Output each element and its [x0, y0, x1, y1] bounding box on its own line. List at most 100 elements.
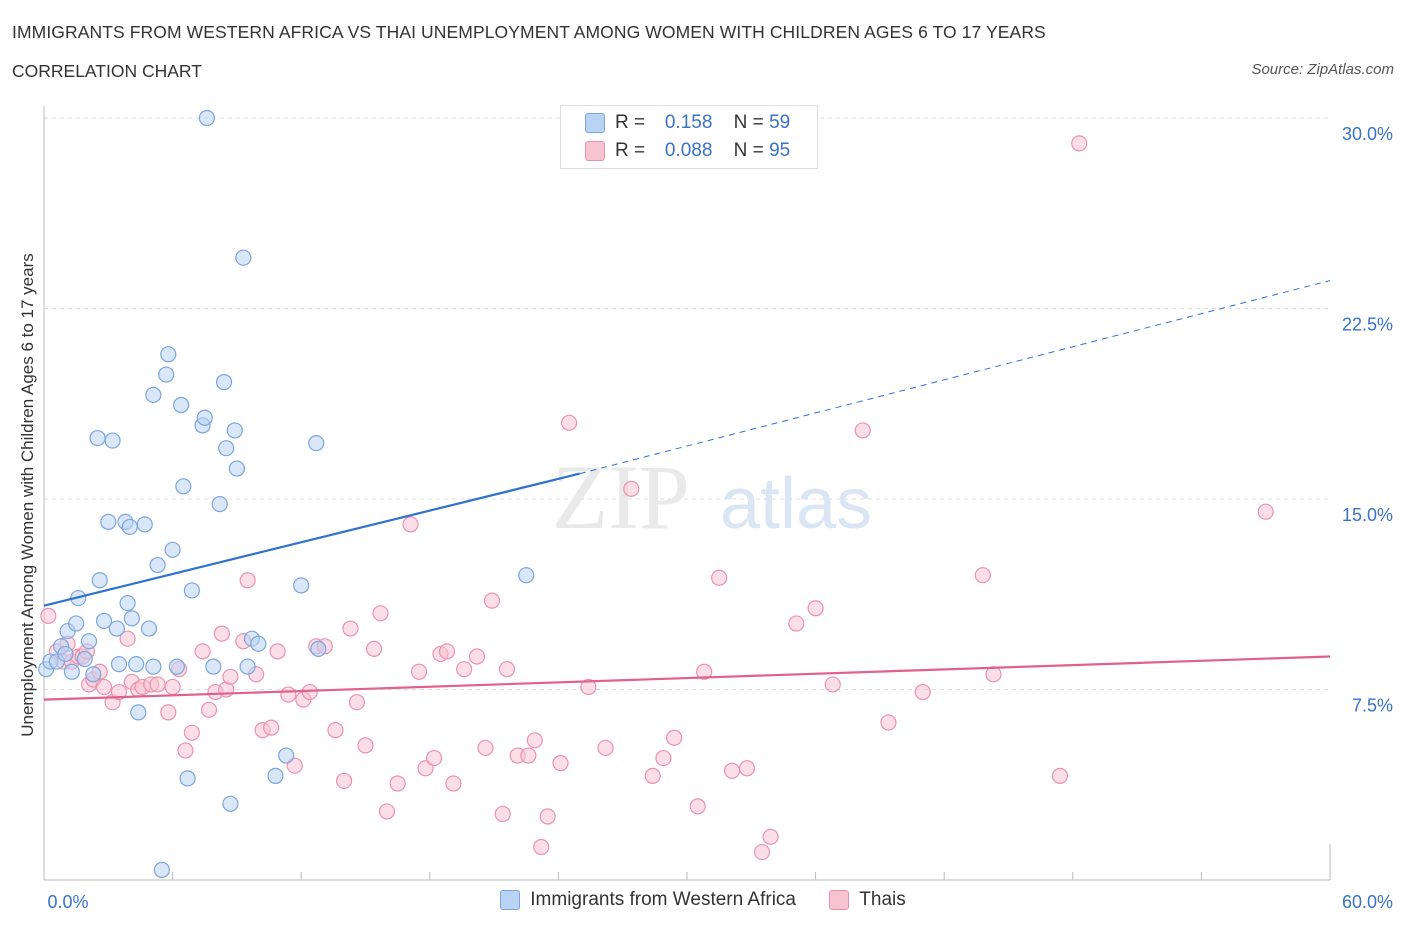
- thais-point-74: [623, 480, 640, 497]
- thais-point-62: [483, 592, 501, 609]
- western-africa-point-31: [158, 366, 175, 383]
- western-africa-point-26: [140, 620, 158, 637]
- western-africa-point-54: [278, 747, 295, 764]
- western-africa-point-40: [196, 409, 213, 426]
- thais-point-55: [425, 749, 443, 767]
- thais-point-26: [200, 701, 218, 718]
- western-africa-point-12: [89, 429, 106, 447]
- thais-point-48: [365, 640, 383, 657]
- y-tick-label-1: 15.0%: [1342, 505, 1393, 525]
- thais-point-28: [213, 625, 230, 642]
- western-africa-point-48: [228, 460, 245, 477]
- grid-layer: [44, 117, 1330, 690]
- trend-lines: [43, 280, 1331, 701]
- thais-point-40: [301, 683, 318, 701]
- western-africa-point-10: [80, 633, 98, 650]
- western-africa-point-32: [160, 346, 177, 363]
- western-africa-point-55: [293, 577, 310, 594]
- thais-point-35: [263, 719, 280, 736]
- western-africa-point-23: [128, 655, 145, 673]
- source-label: Source: ZipAtlas.com: [1251, 61, 1394, 78]
- thais-point-59: [455, 661, 473, 678]
- western-africa-point-17: [108, 620, 125, 637]
- thais-point-24: [183, 724, 200, 741]
- western-africa-point-37: [179, 770, 196, 787]
- y-tick-label-3: 30.0%: [1342, 124, 1393, 144]
- thais-point-47: [357, 737, 374, 754]
- western-africa-point-49: [235, 249, 252, 266]
- legend-r-label: R =: [615, 112, 646, 133]
- western-africa-point-38: [183, 582, 200, 599]
- western-africa-point-28: [149, 556, 166, 574]
- western-africa-point-7: [68, 615, 85, 632]
- western-africa-point-11: [85, 666, 102, 683]
- thais-point-25: [194, 643, 211, 660]
- x-tick-label-min: 0.0%: [47, 892, 88, 912]
- trend-line-thais: [43, 655, 1331, 701]
- thais-point-50: [378, 803, 396, 820]
- legend-item-western-africa: Immigrants from Western Africa: [500, 889, 796, 911]
- thais-point-20: [160, 704, 177, 721]
- western-africa-point-56: [308, 435, 325, 452]
- thais-point-79: [696, 663, 713, 680]
- thais-point-44: [335, 772, 353, 790]
- trend-line-western-africa-extension: [579, 280, 1331, 475]
- western-africa-point-46: [222, 795, 239, 812]
- thais-point-23: [177, 742, 194, 759]
- thais-point-43: [327, 722, 344, 739]
- watermark: ZIP atlas: [552, 446, 872, 548]
- legend-label-thais: Thais: [859, 889, 906, 910]
- legend-r-value-pink: 0.088: [664, 140, 713, 161]
- legend-label-western-africa: Immigrants from Western Africa: [530, 889, 796, 910]
- western-africa-point-25: [136, 516, 153, 533]
- legend-swatch-western-africa: [500, 889, 521, 910]
- thais-point-0: [40, 607, 57, 624]
- thais-point-36: [269, 643, 286, 660]
- legend-swatch-blue: [585, 112, 605, 133]
- thais-point-95: [1257, 503, 1274, 520]
- legend-n-value-blue: 59: [769, 112, 791, 133]
- series-legend: Immigrants from Western Africa Thais: [0, 889, 1406, 911]
- thais-point-87: [824, 676, 841, 693]
- watermark-atlas: atlas: [720, 464, 872, 544]
- thais-point-72: [580, 678, 597, 696]
- thais-point-51: [389, 775, 406, 792]
- thais-point-81: [723, 762, 741, 779]
- western-africa-point-34: [168, 658, 185, 675]
- legend-n-label: N =: [733, 112, 764, 133]
- thais-point-71: [561, 414, 578, 431]
- thais-point-14: [119, 630, 136, 647]
- western-africa-point-4: [57, 645, 74, 663]
- western-africa-point-29: [145, 386, 162, 403]
- thais-point-83: [753, 843, 771, 861]
- legend-swatch-pink: [585, 140, 605, 161]
- thais-point-89: [880, 714, 897, 731]
- thais-point-68: [533, 838, 550, 856]
- western-africa-point-16: [104, 432, 121, 449]
- thais-point-63: [494, 805, 511, 823]
- legend-n-value-pink: 95: [769, 140, 791, 161]
- trend-line-western-africa: [43, 472, 581, 607]
- thais-point-85: [788, 615, 805, 632]
- western-africa-point-27: [145, 658, 162, 675]
- western-africa-point-52: [250, 635, 267, 652]
- western-africa-point-36: [175, 478, 192, 495]
- thais-point-69: [539, 808, 556, 825]
- western-africa-point-9: [76, 650, 93, 668]
- thais-point-30: [222, 668, 239, 685]
- thais-point-32: [239, 572, 256, 589]
- thais-point-86: [807, 600, 824, 617]
- western-africa-point-24: [130, 704, 147, 721]
- thais-point-76: [655, 749, 672, 767]
- western-africa-point-57: [310, 640, 327, 657]
- western-africa-point-47: [226, 422, 243, 439]
- western-africa-points: [38, 109, 535, 878]
- thais-point-37: [280, 686, 297, 703]
- legend-item-thais: Thais: [829, 889, 906, 911]
- thais-point-21: [164, 678, 181, 696]
- thais-point-57: [438, 643, 456, 660]
- western-africa-point-58: [518, 567, 535, 584]
- legend-row-pink: R = 0.088 N = 95: [585, 140, 790, 164]
- thais-point-58: [445, 775, 462, 792]
